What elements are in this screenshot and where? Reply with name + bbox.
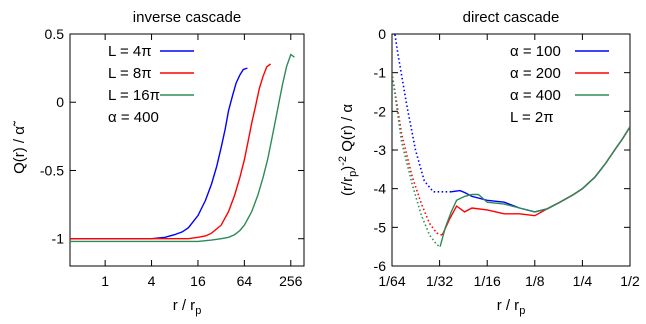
series-line-dotted: [392, 72, 441, 248]
x-tick-label: 1/16: [474, 273, 501, 289]
plot-frame: [69, 33, 305, 267]
legend-entry: L = 8π: [108, 65, 152, 82]
series-line: [70, 53, 295, 243]
chart-title: direct cascade: [463, 9, 560, 26]
legend-entry: L = 4π: [108, 43, 152, 60]
y-tick-label: -5: [374, 219, 387, 235]
series-line: [441, 126, 630, 236]
legend-annotation: α = 400: [108, 109, 159, 126]
y-tick-label: -1: [374, 65, 387, 81]
legend-annotation: L = 2π: [510, 109, 554, 126]
y-tick-label: -3: [374, 142, 387, 158]
series-line-dotted: [394, 34, 452, 193]
series-group: [392, 34, 630, 248]
x-tick-label: 4: [148, 273, 156, 289]
x-tick-label: 1/2: [620, 273, 640, 289]
x-tick-label: 64: [237, 273, 253, 289]
chart-title: inverse cascade: [133, 9, 241, 26]
y-axis-label: (r/rp)-2 Q(r) / α: [337, 104, 359, 196]
y-tick-label: 0.5: [45, 26, 65, 42]
x-tick-label: 1/8: [525, 273, 545, 289]
legend-entry: α = 200: [510, 65, 561, 82]
y-tick-label: 0: [378, 26, 386, 42]
legend-entry: α = 100: [510, 43, 561, 60]
series-group: [70, 53, 295, 243]
y-axis-label: Q(r) / α̃: [11, 120, 28, 174]
x-axis-label: r / rp: [173, 297, 202, 317]
x-tick-label: 1: [101, 273, 109, 289]
x-tick-label: 1/64: [378, 273, 405, 289]
y-tick-label: -6: [374, 258, 387, 274]
y-tick-label: -2: [374, 103, 387, 119]
series-line: [70, 63, 272, 240]
x-tick-label: 1/4: [573, 273, 593, 289]
legend-entry: α = 400: [510, 87, 561, 104]
x-tick-label: 16: [190, 273, 206, 289]
legend-entry: L = 16π: [108, 87, 160, 104]
y-tick-label: -1: [52, 231, 65, 247]
y-tick-label: -4: [374, 181, 387, 197]
series-line-dotted: [392, 72, 443, 236]
y-tick-label: -0.5: [40, 162, 64, 178]
series-line: [451, 126, 630, 213]
y-tick-label: 0: [56, 94, 64, 110]
x-axis-label: r / rp: [497, 297, 526, 317]
series-line: [439, 126, 630, 247]
x-tick-label: 256: [279, 273, 303, 289]
x-tick-label: 1/32: [426, 273, 453, 289]
